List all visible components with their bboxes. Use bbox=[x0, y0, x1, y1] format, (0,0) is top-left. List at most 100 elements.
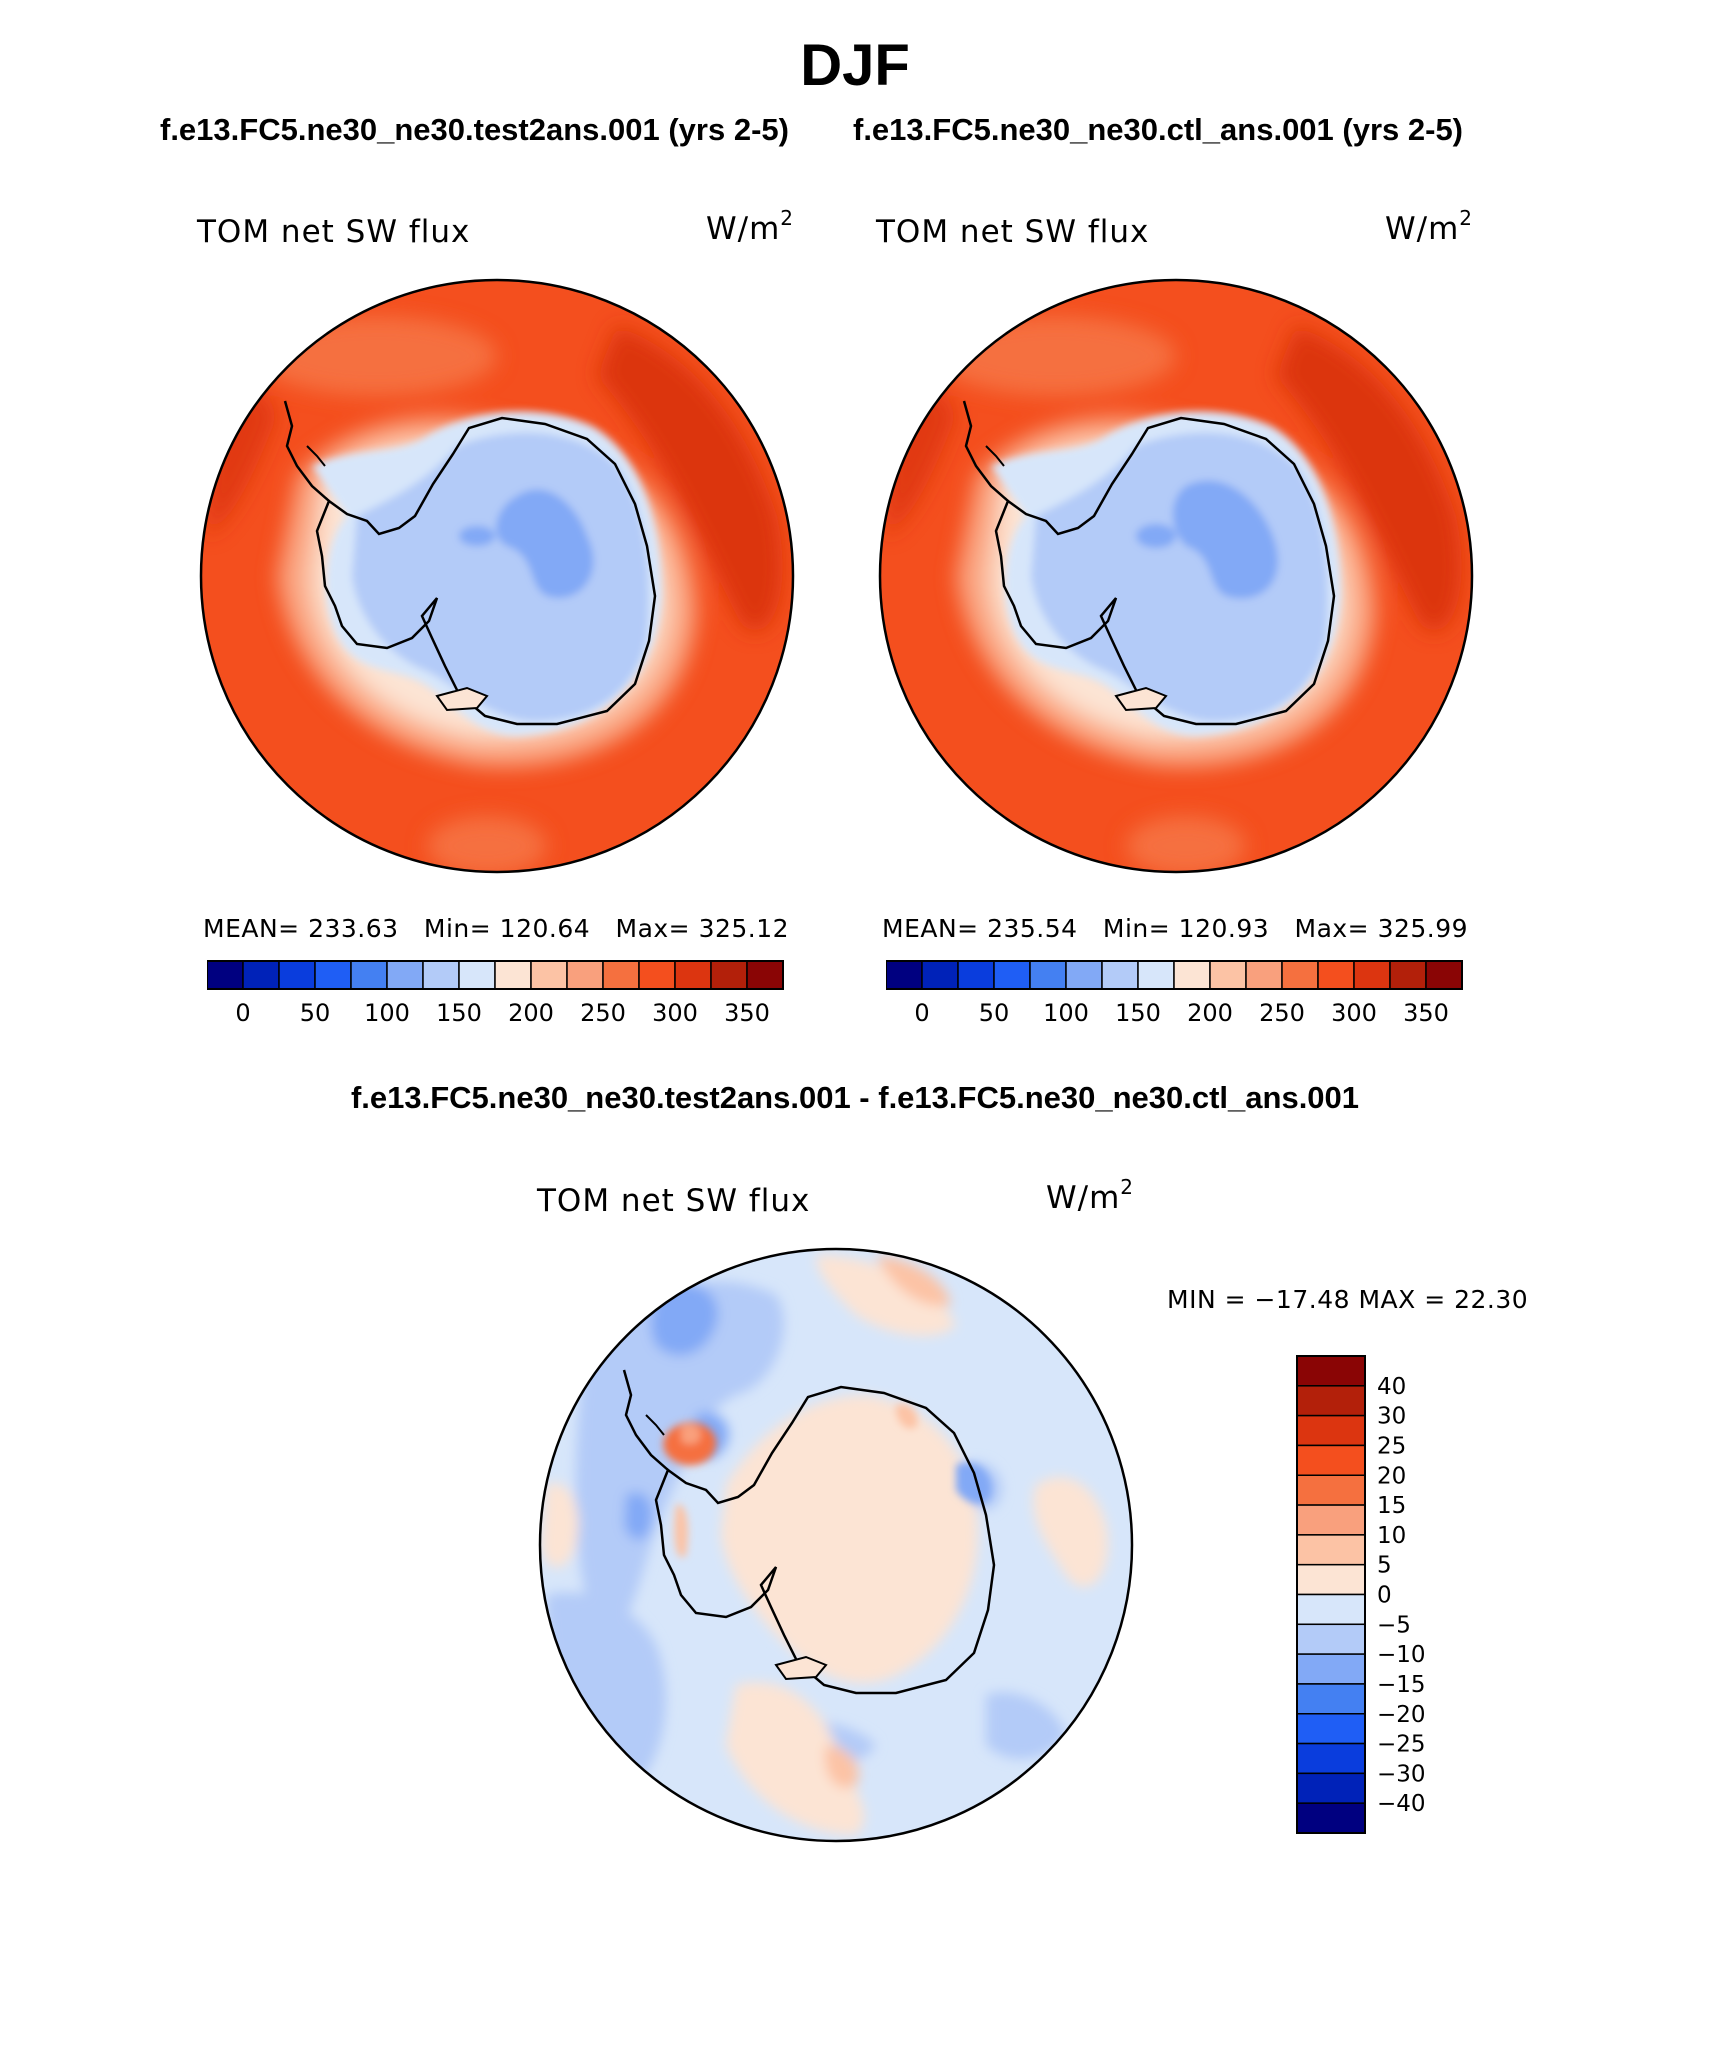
diff-minmax: MIN = −17.48 MAX = 22.30 bbox=[1167, 1285, 1529, 1314]
colorbar-box bbox=[1209, 960, 1247, 990]
colorbar-left: 0 50 100 150 200 250 300 350 bbox=[207, 960, 784, 1027]
colorbar-frame bbox=[207, 960, 784, 990]
colorbar-tick-label: 350 bbox=[724, 999, 770, 1027]
colorbar-box bbox=[886, 960, 923, 990]
map-panel-left bbox=[199, 278, 795, 874]
colorbar-right: 0 50 100 150 200 250 300 350 bbox=[886, 960, 1463, 1027]
units-label-left: W/m2 bbox=[706, 206, 795, 247]
colorbar-tick-label: 100 bbox=[1043, 999, 1089, 1027]
colorbar-box bbox=[638, 960, 676, 990]
colorbar-tick-label: 250 bbox=[1259, 999, 1305, 1027]
colorbar-tick-label: 15 bbox=[1377, 1493, 1406, 1519]
colorbar-tick-label: 0 bbox=[914, 999, 929, 1027]
colorbar-tick-label: 300 bbox=[652, 999, 698, 1027]
case-title-right: f.e13.FC5.ne30_ne30.ctl_ans.001 (yrs 2-5… bbox=[853, 112, 1464, 147]
units-label-diff: W/m2 bbox=[1046, 1175, 1135, 1216]
colorbar-box bbox=[1353, 960, 1391, 990]
colorbar-box bbox=[1296, 1742, 1366, 1775]
colorbar-tick-label: 250 bbox=[580, 999, 626, 1027]
colorbar-tick-label: 40 bbox=[1377, 1374, 1406, 1400]
colorbar-box bbox=[1296, 1623, 1366, 1655]
map-panel-right bbox=[878, 278, 1474, 874]
colorbar-box bbox=[602, 960, 640, 990]
colorbar-box bbox=[458, 960, 496, 990]
stats-left: MEAN= 233.63 Min= 120.64 Max= 325.12 bbox=[203, 914, 790, 943]
units-label-right: W/m2 bbox=[1385, 206, 1474, 247]
coastline bbox=[315, 416, 657, 726]
page-title: DJF bbox=[800, 33, 910, 98]
colorbar-tick-label: 0 bbox=[1377, 1583, 1392, 1609]
colorbar-box bbox=[1425, 960, 1463, 990]
colorbar-box bbox=[494, 960, 532, 990]
colorbar-box bbox=[1296, 1593, 1366, 1626]
colorbar-box bbox=[1101, 960, 1139, 990]
colorbar-box bbox=[530, 960, 568, 990]
colorbar-tick-label: 300 bbox=[1331, 999, 1377, 1027]
diff-title: f.e13.FC5.ne30_ne30.test2ans.001 - f.e13… bbox=[350, 1080, 1360, 1115]
pos-region-land bbox=[721, 1395, 978, 1684]
colorbar-box bbox=[957, 960, 995, 990]
colorbar-tick-label: 0 bbox=[235, 999, 250, 1027]
stats-right: MEAN= 235.54 Min= 120.93 Max= 325.99 bbox=[882, 914, 1469, 943]
colorbar-tick-label: 50 bbox=[300, 999, 331, 1027]
colorbar-tick-label: 200 bbox=[508, 999, 554, 1027]
colorbar-tick-label: −15 bbox=[1377, 1672, 1426, 1698]
peninsula bbox=[283, 400, 330, 502]
colorbar-box bbox=[422, 960, 460, 990]
colorbar-tick-label: 200 bbox=[1187, 999, 1233, 1027]
colorbar-box bbox=[1296, 1444, 1366, 1476]
colorbar-box bbox=[1389, 960, 1427, 990]
variable-label-right: TOM net SW flux bbox=[876, 214, 1150, 250]
colorbar-box bbox=[1296, 1504, 1366, 1536]
colorbar-tick-label: 350 bbox=[1403, 999, 1449, 1027]
coastline bbox=[654, 1385, 996, 1695]
peak-band bbox=[597, 326, 783, 632]
colorbar-box bbox=[1296, 1414, 1366, 1447]
colorbar-box bbox=[207, 960, 244, 990]
colorbar-frame bbox=[1296, 1355, 1366, 1834]
colorbar-tick-label: −5 bbox=[1377, 1612, 1411, 1638]
variable-label-left: TOM net SW flux bbox=[197, 214, 471, 250]
land-dark bbox=[496, 489, 594, 598]
colorbar-box bbox=[386, 960, 424, 990]
colorbar-box bbox=[1296, 1385, 1366, 1417]
land-mid bbox=[352, 432, 649, 722]
colorbar-box bbox=[1317, 960, 1355, 990]
colorbar-box bbox=[1296, 1534, 1366, 1566]
colorbar-box bbox=[1296, 1802, 1366, 1834]
colorbar-box bbox=[242, 960, 280, 990]
peak-band bbox=[1276, 326, 1462, 632]
colorbar-box bbox=[993, 960, 1031, 990]
colorbar-box bbox=[1281, 960, 1319, 990]
variable-label-diff: TOM net SW flux bbox=[537, 1183, 811, 1219]
colorbar-box bbox=[1137, 960, 1175, 990]
colorbar-box bbox=[1173, 960, 1211, 990]
colorbar-box bbox=[710, 960, 748, 990]
colorbar-box bbox=[1296, 1653, 1366, 1685]
coastline bbox=[994, 416, 1336, 726]
colorbar-tick-label: 25 bbox=[1377, 1433, 1406, 1459]
map-panel-difference bbox=[538, 1247, 1134, 1843]
colorbar-box bbox=[278, 960, 316, 990]
colorbar-box bbox=[1296, 1772, 1366, 1804]
colorbar-frame bbox=[886, 960, 1463, 990]
colorbar-tick-label: 150 bbox=[1115, 999, 1161, 1027]
colorbar-box bbox=[1065, 960, 1103, 990]
colorbar-tick-label: 150 bbox=[436, 999, 482, 1027]
colorbar-tick-label: −30 bbox=[1377, 1761, 1426, 1787]
colorbar-tick-label: 5 bbox=[1377, 1553, 1392, 1579]
colorbar-box bbox=[674, 960, 712, 990]
colorbar-box bbox=[1029, 960, 1067, 990]
colorbar-box bbox=[1296, 1713, 1366, 1745]
colorbar-tick-label: −25 bbox=[1377, 1732, 1426, 1758]
colorbar-tick-label: 50 bbox=[979, 999, 1010, 1027]
colorbar-box bbox=[1245, 960, 1283, 990]
colorbar-tick-label: 20 bbox=[1377, 1463, 1406, 1489]
pos-region-n bbox=[816, 1255, 956, 1336]
colorbar-box bbox=[1296, 1355, 1366, 1387]
case-title-left: f.e13.FC5.ne30_ne30.test2ans.001 (yrs 2-… bbox=[160, 112, 789, 147]
peninsula bbox=[622, 1369, 669, 1471]
colorbar-box bbox=[1296, 1563, 1366, 1596]
colorbar-tick-label: 100 bbox=[364, 999, 410, 1027]
colorbar-tick-label: −40 bbox=[1377, 1791, 1426, 1817]
